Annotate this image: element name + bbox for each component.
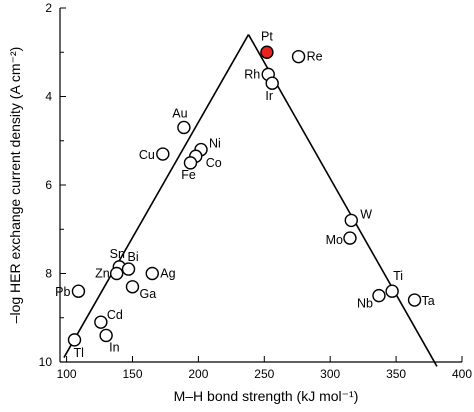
data-point-tl <box>67 333 82 347</box>
y-axis: 2 4 6 8 10 <box>39 1 66 369</box>
point-label-zn: Zn <box>95 267 110 281</box>
point-label-ti: Ti <box>393 269 403 283</box>
data-point-au <box>177 120 191 135</box>
point-label-in: In <box>109 340 119 354</box>
data-point-bi <box>121 262 136 276</box>
point-label-au: Au <box>172 106 187 120</box>
data-point-nb <box>372 288 386 303</box>
point-label-sn: Sn <box>110 247 125 261</box>
point-label-ni: Ni <box>209 137 221 151</box>
point-label-pt: Pt <box>261 29 273 43</box>
point-label-ga: Ga <box>139 287 156 301</box>
data-point-ti <box>385 284 399 298</box>
y-tick-label: 6 <box>45 178 52 192</box>
x-tick-label: 400 <box>452 367 472 381</box>
x-axis: 100 150 200 250 300 350 400 <box>57 356 472 381</box>
data-point-cd <box>94 315 108 329</box>
point-label-nb: Nb <box>357 297 373 311</box>
x-tick-label: 300 <box>320 367 340 381</box>
y-tick-label: 2 <box>45 1 52 15</box>
x-tick-label: 100 <box>57 367 77 381</box>
point-label-bi: Bi <box>128 250 139 264</box>
x-tick-label: 250 <box>254 367 274 381</box>
data-point-zn <box>109 266 124 281</box>
point-labels: Pt Re Rh Ir Au Ni Cu Co Fe W Mo Sn Bi Ag Zn Ga Ti Pb Nb Ta C… <box>55 29 435 360</box>
data-point-pb <box>71 284 86 298</box>
data-point-ir <box>265 76 279 90</box>
point-label-co: Co <box>206 156 222 170</box>
data-point-ga <box>125 280 140 294</box>
point-label-ir: Ir <box>265 89 273 103</box>
data-point-w <box>344 213 358 228</box>
y-tick-label: 8 <box>45 267 52 281</box>
point-label-ag: Ag <box>160 267 175 281</box>
data-point-fe <box>183 156 198 170</box>
point-label-re: Re <box>307 50 323 64</box>
point-label-ta: Ta <box>422 294 435 308</box>
x-tick-label: 350 <box>386 367 406 381</box>
point-label-rh: Rh <box>244 67 260 81</box>
data-points <box>67 45 422 347</box>
y-tick-label: 10 <box>39 355 53 369</box>
data-point-in <box>99 328 113 343</box>
data-point-mo <box>343 231 357 245</box>
data-point-re <box>291 49 306 64</box>
data-point-ag <box>145 266 159 281</box>
data-point-cu <box>156 147 170 161</box>
point-label-w: W <box>360 207 372 221</box>
data-point-ta <box>407 293 422 307</box>
y-tick-label: 4 <box>45 90 52 104</box>
x-tick-label: 200 <box>188 367 208 381</box>
volcano-left-line <box>63 34 250 358</box>
x-tick-label: 150 <box>122 367 142 381</box>
data-point-pt <box>260 45 274 59</box>
point-label-cu: Cu <box>139 148 155 162</box>
point-label-tl: Tl <box>73 346 83 360</box>
point-label-mo: Mo <box>326 233 343 247</box>
point-label-fe: Fe <box>181 168 196 182</box>
y-axis-title: –log HER exchange current density (A cm⁻… <box>7 47 23 324</box>
volcano-lines <box>63 34 438 367</box>
x-axis-title: M–H bond strength (kJ mol⁻¹) <box>174 388 359 404</box>
point-label-pb: Pb <box>55 285 70 299</box>
volcano-right-line <box>247 34 438 367</box>
point-label-cd: Cd <box>107 308 123 322</box>
